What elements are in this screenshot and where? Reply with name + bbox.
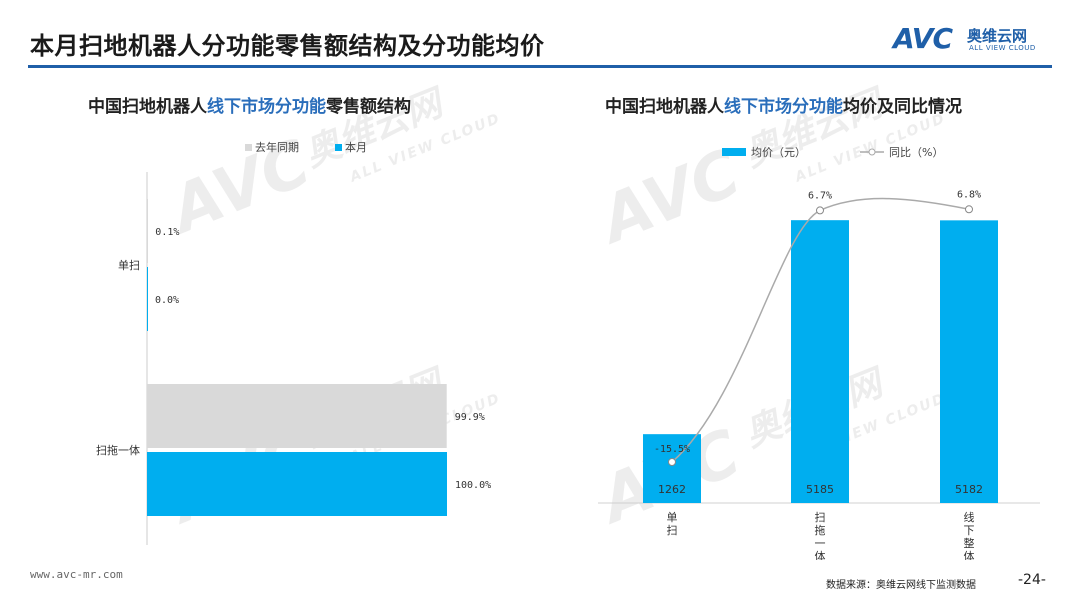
avc-logo: AVC 奥维云网 ALL VIEW CLOUD [893, 22, 1053, 56]
right-chart-title-highlight: 线下市场分功能 [724, 97, 843, 117]
legend-swatch-1 [335, 144, 342, 151]
yoy-point-1 [816, 206, 824, 215]
yoy-label-2: 6.8% [957, 189, 981, 200]
yoy-point-0 [668, 458, 676, 466]
logo-en-text: ALL VIEW CLOUD [969, 44, 1036, 52]
category-label-char: 下 [964, 524, 975, 537]
right-legend: 均价（元） 同比（%） [722, 146, 943, 159]
header-divider [28, 65, 1052, 68]
left-chart-title-prefix: 中国扫地机器人 [88, 97, 207, 117]
right-combo-chart: 均价（元） 同比（%）1262单扫5185扫拖一体5182线下整体-15.5%6.… [598, 146, 1040, 560]
header: 本月扫地机器人分功能零售额结构及分功能均价 AVC 奥维云网 ALL VIEW … [0, 0, 1080, 68]
category-label: 扫拖一体 [96, 443, 140, 457]
data-label-0-0: 0.1% [155, 227, 179, 238]
category-label-char: 一 [815, 537, 826, 550]
legend-marker-line [868, 148, 876, 156]
category-label-char: 扫 [815, 511, 826, 524]
data-label-1-0: 0.0% [155, 295, 179, 306]
page-title: 本月扫地机器人分功能零售额结构及分功能均价 [30, 32, 545, 60]
yoy-point-2 [965, 205, 973, 214]
legend-label-bar: 均价（元） [751, 146, 806, 159]
legend-label-0: 去年同期 [255, 140, 299, 154]
category-label: 单扫 [118, 259, 140, 272]
category-label-char: 体 [964, 549, 975, 560]
price-bar-0 [643, 434, 701, 503]
logo-text: AVC [893, 22, 953, 55]
bar-value-label-0: 1262 [658, 483, 686, 496]
bar-value-label-1: 5185 [806, 483, 834, 496]
bar-1-1 [147, 452, 447, 516]
left-chart-title: 中国扫地机器人线下市场分功能零售额结构 [88, 92, 411, 117]
yoy-label-0: -15.5% [654, 444, 690, 455]
bar-0-0 [147, 199, 148, 263]
category-label-char: 线 [964, 510, 975, 524]
footer-url: www.avc-mr.com [30, 568, 123, 581]
legend-label-1: 本月 [345, 140, 367, 154]
category-label-char: 单 [667, 511, 678, 524]
left-chart-title-suffix: 零售额结构 [326, 97, 411, 117]
bar-value-label-2: 5182 [955, 483, 983, 496]
category-label-char: 整 [964, 536, 975, 550]
yoy-label-1: 6.7% [808, 190, 832, 201]
logo-cn-text: 奥维云网 [967, 27, 1028, 45]
bar-0-1 [147, 384, 447, 448]
yoy-line [671, 197, 970, 463]
category-label-char: 体 [815, 549, 826, 560]
category-label-char: 拖 [815, 523, 826, 537]
left-legend: 去年同期 本月 [245, 140, 367, 154]
data-label-1-1: 100.0% [455, 480, 491, 491]
price-bar-1 [791, 220, 849, 503]
legend-label-line: 同比（%） [889, 146, 943, 159]
left-chart-title-highlight: 线下市场分功能 [207, 97, 326, 117]
legend-swatch-bar [722, 148, 746, 156]
bar-1-0 [147, 267, 148, 331]
right-chart-title-prefix: 中国扫地机器人 [605, 97, 724, 117]
price-bar-2 [940, 220, 998, 503]
right-chart-title: 中国扫地机器人线下市场分功能均价及同比情况 [605, 92, 962, 117]
page-number: -24- [1018, 572, 1046, 588]
category-label-char: 扫 [667, 524, 678, 537]
data-label-0-1: 99.9% [455, 412, 485, 423]
data-source: 数据来源：奥维云网线下监测数据 [826, 580, 976, 591]
legend-swatch-0 [245, 144, 252, 151]
right-chart-title-suffix: 均价及同比情况 [843, 97, 962, 117]
